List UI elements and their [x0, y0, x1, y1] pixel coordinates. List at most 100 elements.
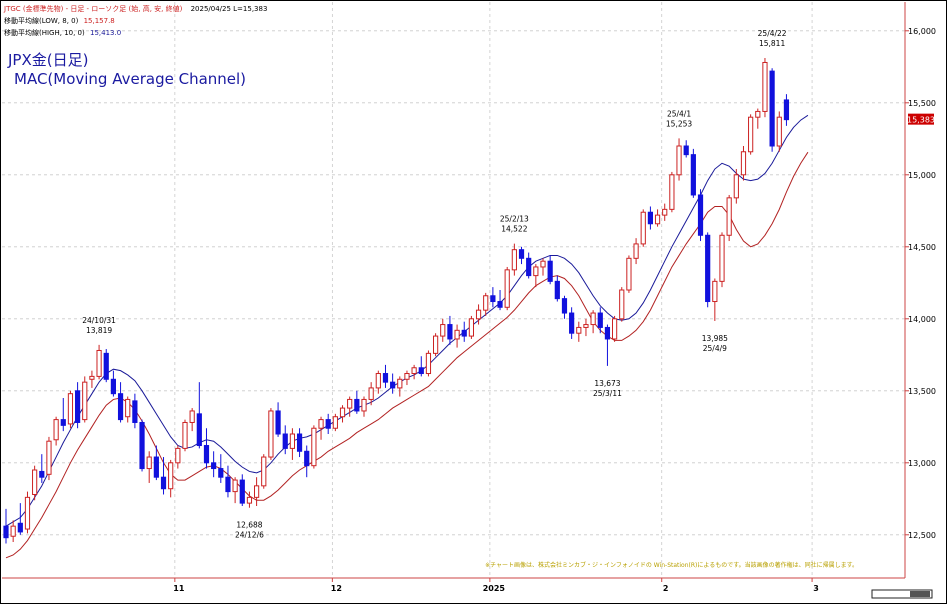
candle-body-63: [454, 329, 460, 340]
header-line2-label: 移動平均線(LOW, 8, 0): [4, 16, 79, 25]
candle-21: [153, 445, 159, 481]
candle-body-13: [96, 349, 102, 377]
candle-23: [168, 459, 174, 498]
candle-98: [705, 232, 711, 308]
candle-15: [110, 370, 117, 397]
candle-body-22: [160, 476, 167, 490]
candle-89: [640, 209, 646, 247]
annotation-date-6: 25/4/22: [758, 29, 787, 38]
candle-37: [268, 408, 274, 460]
candle-47: [339, 405, 346, 423]
candle-63: [454, 324, 460, 348]
scroll-thumb[interactable]: [910, 591, 930, 597]
candle-83: [597, 307, 603, 334]
candle-7: [53, 416, 59, 446]
candle-60: [433, 333, 439, 357]
candle-45: [325, 413, 331, 434]
candle-body-20: [146, 456, 152, 470]
candle-body-65: [468, 318, 474, 337]
y-tick-label-3: 14,000: [908, 315, 936, 324]
candle-53: [382, 364, 389, 388]
candle-body-107: [769, 70, 775, 147]
candle-4: [32, 465, 38, 501]
candle-body-74: [533, 266, 539, 277]
candle-body-88: [633, 243, 639, 259]
candle-body-8: [60, 419, 66, 426]
annotation-price-0: 13,819: [86, 326, 112, 335]
candle-79: [569, 307, 575, 339]
candle-body-104: [748, 116, 754, 153]
candle-12: [89, 370, 95, 388]
header-line1: JTGC (金標準先物) - 日足 - ローソク足 (始, 高, 安, 終値) …: [3, 4, 267, 13]
candle-82: [590, 310, 596, 334]
candle-body-87: [626, 257, 632, 291]
candle-body-37: [268, 410, 274, 458]
annotation-date-2: 25/2/13: [500, 215, 529, 224]
candle-body-81: [583, 324, 589, 328]
candle-body-80: [576, 326, 582, 334]
candle-body-6: [46, 440, 52, 475]
last-price-tag-label: 15,383: [907, 116, 935, 125]
candle-71: [511, 243, 517, 276]
x-tick-label-2: 2025: [483, 584, 506, 593]
header-line2: 移動平均線(LOW, 8, 0) 15,157.8: [4, 16, 115, 25]
candle-body-99: [712, 280, 718, 303]
candle-109: [783, 94, 790, 126]
candle-body-49: [354, 398, 360, 412]
candle-25: [182, 419, 188, 452]
candle-35: [254, 477, 260, 506]
header-line1-prefix: JTGC (金標準先物) - 日足 - ローソク足 (始, 高, 安, 終値): [3, 4, 183, 13]
candle-30: [218, 454, 224, 483]
y-tick-label-7: 16,000: [908, 27, 936, 36]
candle-body-34: [246, 496, 253, 504]
candle-56: [404, 370, 410, 386]
candle-31: [225, 465, 231, 498]
x-tick-label-3: 2: [663, 584, 669, 593]
candle-90: [647, 206, 653, 230]
candle-40: [289, 428, 295, 460]
candle-body-84: [604, 326, 611, 340]
candle-body-73: [526, 257, 532, 277]
candle-22: [160, 457, 167, 495]
candle-48: [347, 396, 353, 417]
candle-73: [526, 252, 532, 279]
candle-body-61: [440, 324, 446, 337]
candle-92: [662, 203, 668, 221]
candle-body-96: [690, 154, 696, 196]
candle-20: [146, 451, 152, 483]
candle-96: [690, 148, 696, 198]
candle-body-79: [569, 312, 575, 334]
annotation-price-3: 13,673: [594, 379, 620, 388]
candle-59: [425, 350, 432, 377]
scroll-track[interactable]: [871, 589, 933, 599]
candle-body-70: [504, 269, 510, 308]
candle-body-56: [404, 373, 410, 380]
scroll-indicator[interactable]: [871, 589, 933, 599]
candle-81: [583, 318, 589, 337]
candle-body-94: [676, 145, 682, 176]
candle-39: [282, 425, 288, 455]
candle-108: [776, 111, 782, 152]
candle-body-53: [382, 373, 389, 383]
candle-body-15: [110, 378, 117, 395]
candle-24: [175, 445, 181, 469]
candle-body-97: [697, 194, 704, 236]
candle-body-9: [67, 393, 74, 425]
candle-18: [132, 393, 138, 429]
candle-body-101: [726, 197, 732, 236]
candle-body-30: [218, 468, 224, 478]
header-line2-value: 15,157.8: [84, 17, 115, 25]
candle-body-85: [612, 318, 618, 340]
candle-32: [232, 477, 238, 504]
candle-body-67: [483, 295, 489, 311]
candle-0: [3, 508, 9, 544]
copyright-note: ※チャート画像は、株式会社ミンカブ・ジ・インフォノイドの Win-Station…: [485, 561, 858, 569]
candle-107: [769, 68, 775, 152]
candle-61: [440, 318, 446, 342]
candle-body-19: [139, 421, 145, 470]
candle-43: [311, 425, 317, 469]
x-tick-label-1: 12: [331, 584, 342, 593]
candle-body-31: [225, 476, 231, 493]
annotation-price-2: 14,522: [501, 225, 527, 234]
